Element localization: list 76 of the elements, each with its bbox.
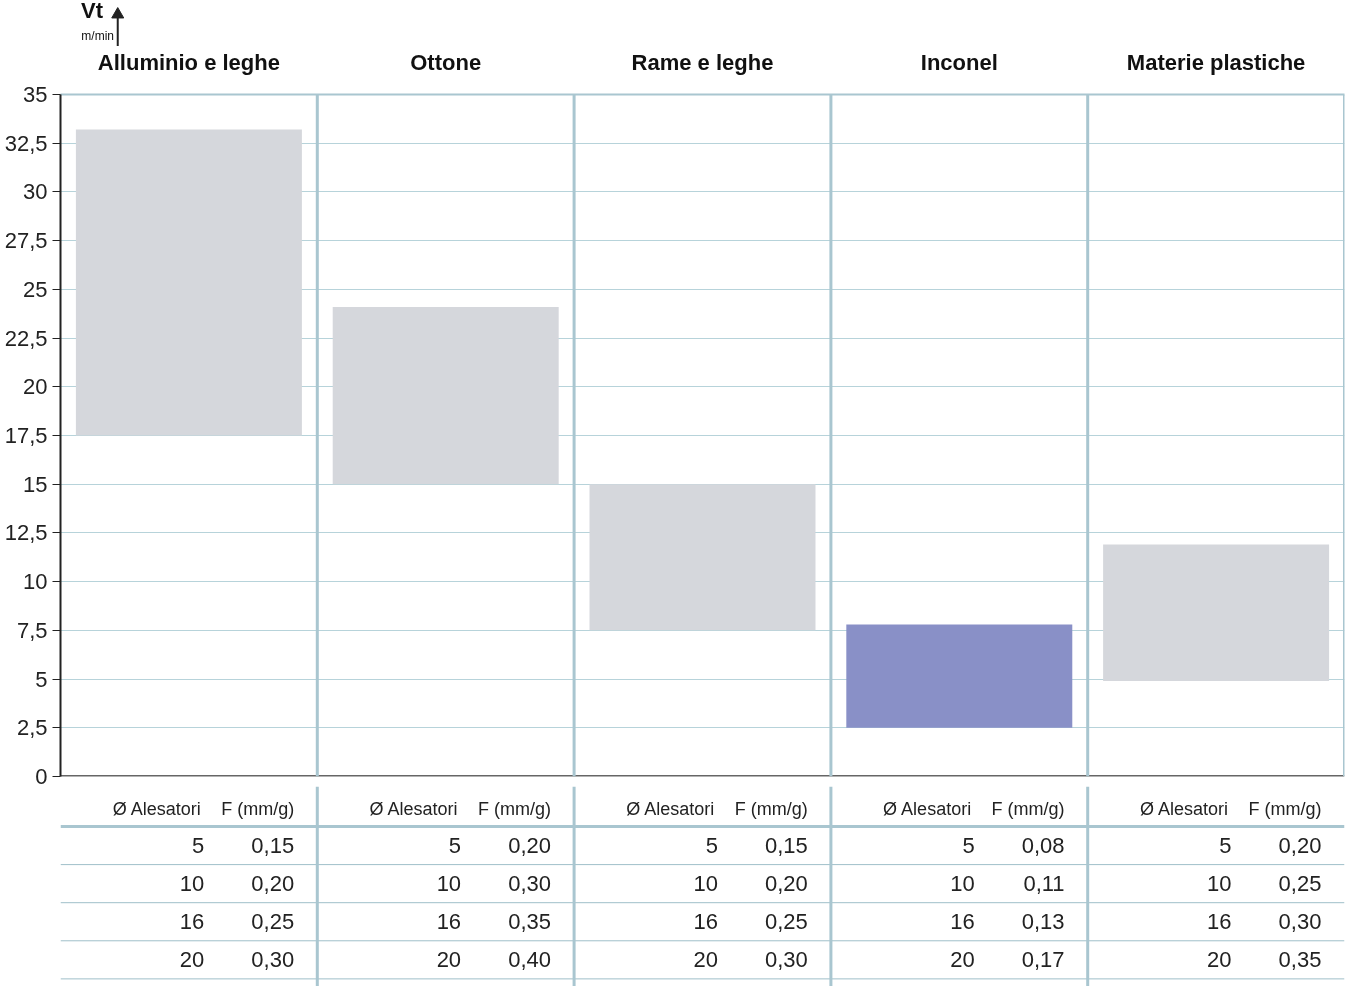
y-tick-label: 22,5 [4,325,48,351]
text: 0,08 [1021,833,1065,859]
bar [1103,544,1330,682]
x-tick-label: Alluminio e leghe [97,49,280,75]
y-tick-label: 15 [23,471,48,497]
text: Ø Alesatori [1139,799,1228,820]
text: 10 [436,871,462,897]
text: 20 [693,947,718,973]
x-tick-label: Ottone [410,49,482,75]
text: 5 [192,833,205,859]
text: Ø Alesatori [883,799,972,820]
text: F (mm/g) [734,799,808,820]
y-tick-label: 30 [23,179,48,205]
text: 0,35 [1278,947,1322,973]
text: 0,15 [251,833,295,859]
y-tick-label: 25 [23,276,48,302]
text: 10 [179,871,205,897]
text: 10 [693,871,718,897]
text: 0,30 [1278,909,1322,935]
bar [589,484,816,631]
text: F (mm/g) [478,799,551,820]
text: 20 [1207,947,1232,973]
text: 0,30 [508,871,551,897]
text: F (mm/g) [1248,799,1322,820]
text: 0,25 [251,909,295,935]
text: 16 [1207,909,1232,935]
text: 20 [950,947,975,973]
y-tick-label: 20 [23,374,48,400]
y-tick-label: 27,5 [4,228,48,254]
text: 5 [962,833,975,859]
text: 0,40 [508,947,551,973]
y-tick-label: 17,5 [4,423,48,448]
x-tick-label: Rame e leghe [631,49,774,75]
y-tick-label: 35 [23,82,48,107]
bar [75,129,302,436]
text: 16 [693,909,718,935]
text: 0,20 [764,871,808,897]
text: 0,25 [764,909,808,935]
text: 0,20 [251,871,295,897]
text: Ø Alesatori [112,799,201,820]
x-tick-label: Inconel [920,49,998,75]
text: F (mm/g) [221,799,295,820]
text: 20 [436,947,462,973]
text: 16 [179,909,205,935]
text: 0,20 [508,833,551,859]
text: 16 [950,909,975,935]
text: Ø Alesatori [626,799,715,820]
y-tick-label: 10 [23,569,48,595]
y-tick-label: 12,5 [4,520,48,546]
y-tick-label: 5 [35,666,48,692]
text: 5 [705,833,718,859]
bar [332,306,559,485]
text: 0,30 [251,947,295,973]
text: 0,13 [1021,909,1065,935]
text: 10 [950,871,975,897]
x-tick-label: Materie plastiche [1126,49,1306,75]
y-tick-label: 2,5 [16,715,48,741]
bar [846,624,1073,728]
text: 20 [179,947,205,973]
text: 10 [1207,871,1232,897]
text: 0,35 [508,909,551,935]
text: 5 [448,833,462,859]
text: 0,25 [1278,871,1322,897]
text: 0,20 [1278,833,1322,859]
y-tick-label: 0 [35,764,48,789]
text: 0,17 [1021,947,1065,973]
text: Ø Alesatori [369,799,458,820]
text: 0,11 [1023,871,1065,897]
text: 0,15 [764,833,808,859]
text: F (mm/g) [991,799,1065,820]
text: 0,30 [764,947,808,973]
text: 16 [436,909,462,935]
text: 5 [1219,833,1232,859]
y-axis-title: Vt m/min [80,0,115,43]
y-tick-label: 7,5 [16,617,48,643]
y-tick-label: 32,5 [4,130,48,156]
